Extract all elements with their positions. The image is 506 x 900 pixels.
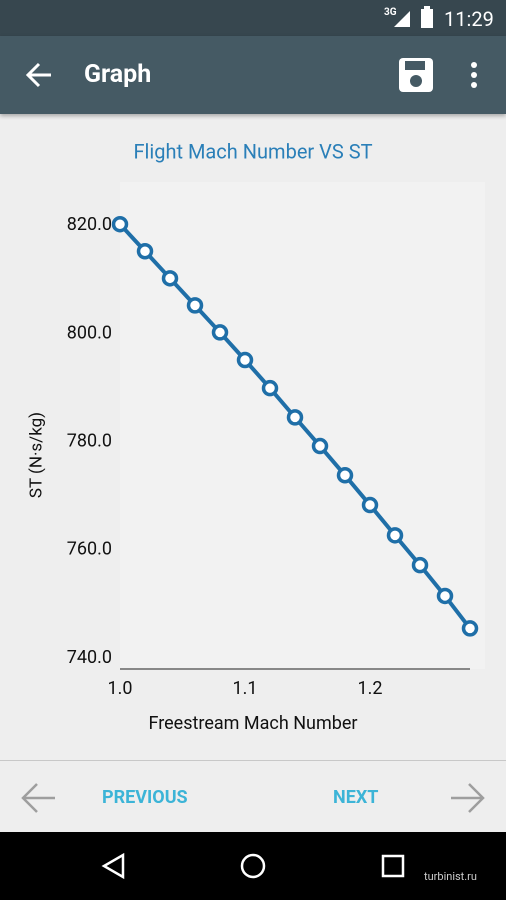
system-home[interactable] — [240, 853, 266, 879]
x-tick-label: 1.2 — [358, 678, 383, 699]
chart: Flight Mach Number VS ST 740.0 760.0 780.0 8… — [26, 139, 485, 734]
data-point — [236, 351, 254, 369]
data-point — [161, 270, 179, 287]
app-bar-icons — [25, 58, 477, 92]
screen-title: Graph — [84, 60, 152, 89]
nav-arrows — [21, 783, 485, 813]
data-point — [186, 297, 204, 314]
watermark: turbinist.ru — [424, 870, 477, 883]
previous-button[interactable]: PREVIOUS — [102, 787, 188, 808]
next-arrow[interactable] — [451, 783, 485, 813]
app-bar: Graph — [0, 36, 506, 114]
data-point — [436, 587, 454, 605]
status-bar: 3G 11:29 — [0, 0, 506, 36]
y-tick-label: 760.0 — [67, 539, 112, 560]
status-icons — [394, 6, 433, 28]
y-tick-label: 780.0 — [67, 430, 112, 451]
x-tick-label: 1.0 — [108, 678, 133, 699]
system-nav-bar: turbinist.ru — [0, 832, 506, 900]
system-buttons — [101, 852, 405, 880]
y-tick-label: 820.0 — [67, 214, 112, 235]
back-button[interactable] — [25, 62, 51, 88]
data-point — [286, 409, 304, 426]
data-point — [461, 620, 479, 637]
system-back[interactable] — [101, 852, 125, 880]
next-button[interactable]: NEXT — [333, 787, 379, 808]
navigation: PREVIOUS NEXT — [0, 760, 506, 833]
y-tick-label: 800.0 — [67, 322, 112, 343]
system-recents[interactable] — [381, 854, 405, 878]
chart-title: Flight Mach Number VS ST — [133, 139, 372, 163]
data-point — [111, 215, 129, 233]
previous-arrow[interactable] — [21, 783, 55, 813]
data-point — [361, 496, 379, 514]
y-axis-label: ST (N·s/kg) — [26, 412, 46, 498]
data-point — [211, 324, 229, 341]
data-point — [386, 527, 404, 544]
data-point — [261, 379, 279, 397]
data-point — [336, 467, 354, 484]
network-type: 3G — [384, 7, 397, 18]
overflow-menu[interactable] — [471, 62, 477, 88]
save-button[interactable] — [399, 58, 433, 92]
x-axis-label: Freestream Mach Number — [148, 713, 357, 734]
data-point — [411, 556, 429, 574]
clock: 11:29 — [444, 7, 494, 31]
y-tick-label: 740.0 — [67, 647, 112, 668]
data-point — [136, 243, 154, 260]
data-point — [311, 437, 329, 455]
x-tick-label: 1.1 — [233, 678, 258, 699]
